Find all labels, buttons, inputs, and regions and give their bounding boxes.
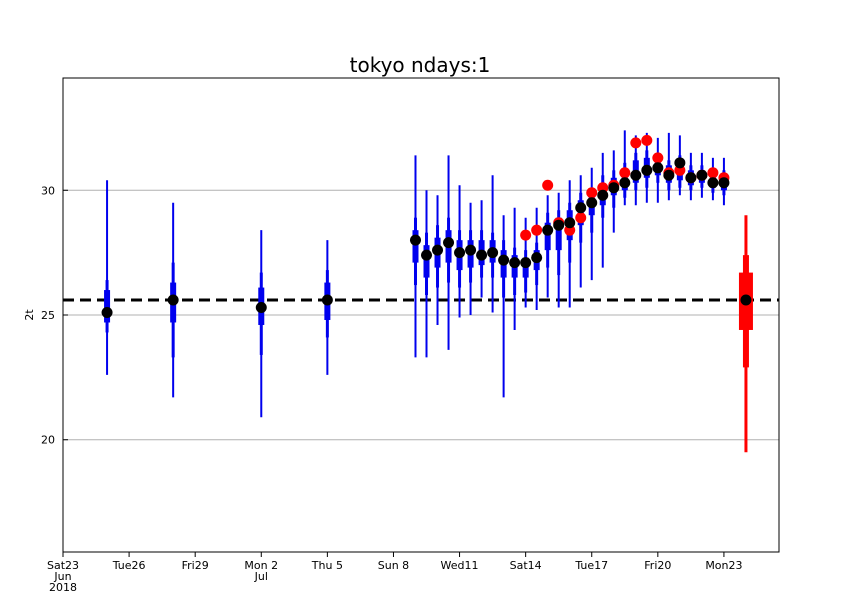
- median-point-18: [564, 217, 576, 229]
- y-tick-label-1: 25: [41, 309, 55, 322]
- observed-point-5: [575, 212, 587, 224]
- x-tick-label-9: Fri20: [644, 559, 671, 572]
- forecast-box-4-inner: [412, 230, 419, 263]
- forecast-box-16-inner: [544, 222, 551, 251]
- median-point-24: [630, 169, 642, 181]
- observed-point-12: [652, 152, 664, 164]
- y-axis: 20 25 30: [41, 184, 68, 447]
- median-point-6: [432, 244, 444, 256]
- forecast-box-0-inner: [104, 290, 111, 323]
- x-tick-label-6: Wed11: [441, 559, 479, 572]
- climate-median-point: [740, 294, 752, 306]
- x-tick-label-10: Mon23: [705, 559, 742, 572]
- median-point-17: [553, 219, 565, 231]
- median-point-16: [542, 224, 554, 236]
- observed-point-0: [520, 229, 532, 241]
- grid: [63, 189, 779, 441]
- median-point-5: [421, 249, 433, 261]
- median-point-8: [454, 247, 466, 259]
- median-points: [101, 157, 752, 319]
- median-point-26: [652, 162, 664, 174]
- median-point-15: [531, 252, 543, 264]
- median-point-7: [443, 237, 455, 249]
- median-point-19: [575, 202, 587, 214]
- observed-point-11: [641, 134, 653, 146]
- median-point-20: [586, 197, 598, 209]
- chart-title: tokyo ndays:1: [350, 53, 491, 77]
- median-point-28: [674, 157, 686, 169]
- median-point-1: [167, 294, 179, 306]
- observed-point-1: [531, 224, 543, 236]
- median-point-25: [641, 164, 653, 176]
- y-axis-label: 2t: [23, 309, 36, 321]
- observed-point-9: [619, 167, 631, 179]
- median-point-13: [509, 257, 521, 269]
- x-tick-label-3: Mon 2: [244, 559, 278, 572]
- y-tick-label-2: 30: [41, 184, 55, 197]
- observed-point-17: [707, 167, 719, 179]
- median-point-27: [663, 169, 675, 181]
- median-point-23: [619, 177, 631, 189]
- median-point-9: [465, 244, 477, 256]
- climate-box-group: [738, 215, 753, 453]
- x-tick-label-0-1: Jun: [53, 570, 71, 583]
- median-point-30: [696, 169, 708, 181]
- median-point-21: [597, 189, 609, 201]
- median-point-0: [101, 307, 113, 319]
- x-tick-label-1: Tue26: [112, 559, 146, 572]
- median-point-14: [520, 257, 532, 269]
- y-tick-label-0: 20: [41, 434, 55, 447]
- x-tick-label-8: Tue17: [574, 559, 608, 572]
- median-point-4: [409, 234, 421, 246]
- observed-point-2: [542, 179, 554, 191]
- x-tick-label-2: Fri29: [182, 559, 209, 572]
- median-point-31: [707, 177, 719, 189]
- median-point-32: [718, 177, 730, 189]
- observed-point-10: [630, 137, 642, 149]
- median-point-29: [685, 172, 697, 184]
- median-point-11: [487, 247, 499, 259]
- median-point-12: [498, 254, 510, 266]
- forecast-box-17-inner: [555, 217, 562, 251]
- observed-point-6: [586, 187, 598, 199]
- forecast-box-5-inner: [423, 245, 430, 278]
- median-point-3: [321, 294, 333, 306]
- median-point-2: [255, 302, 267, 314]
- x-tick-label-5: Sun 8: [378, 559, 409, 572]
- median-point-10: [476, 249, 488, 261]
- median-point-22: [608, 182, 620, 194]
- x-tick-label-7: Sat14: [510, 559, 542, 572]
- x-tick-label-0: Sat23: [47, 559, 79, 572]
- x-tick-label-3-1: Jul: [254, 570, 268, 583]
- x-tick-label-4: Thu 5: [311, 559, 343, 572]
- x-tick-label-0-2: 2018: [49, 581, 77, 594]
